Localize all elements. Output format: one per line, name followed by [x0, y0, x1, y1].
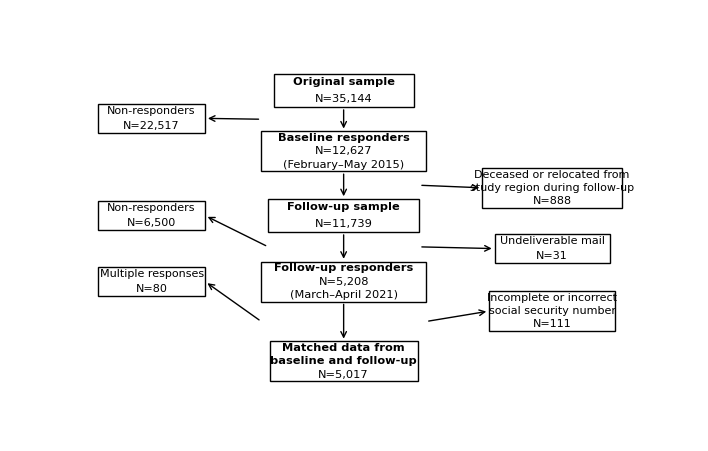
- Text: N=11,739: N=11,739: [315, 219, 372, 229]
- Text: (March–April 2021): (March–April 2021): [290, 290, 398, 300]
- Text: Original sample: Original sample: [292, 77, 394, 87]
- Text: Non-responders: Non-responders: [108, 203, 196, 213]
- Text: Non-responders: Non-responders: [108, 106, 196, 116]
- Text: Multiple responses: Multiple responses: [100, 269, 204, 279]
- FancyBboxPatch shape: [489, 291, 615, 331]
- Text: Incomplete or incorrect: Incomplete or incorrect: [487, 293, 617, 303]
- Text: (February–May 2015): (February–May 2015): [283, 160, 404, 170]
- Text: Undeliverable mail: Undeliverable mail: [500, 236, 605, 246]
- Text: N=5,208: N=5,208: [319, 276, 369, 286]
- Text: Follow-up sample: Follow-up sample: [287, 202, 400, 212]
- Text: N=111: N=111: [533, 319, 571, 329]
- Text: study region during follow-up: study region during follow-up: [470, 183, 634, 193]
- Text: N=12,627: N=12,627: [315, 147, 372, 156]
- Text: N=31: N=31: [536, 251, 568, 261]
- Text: social security number: social security number: [489, 306, 616, 316]
- Text: N=5,017: N=5,017: [319, 370, 369, 380]
- FancyBboxPatch shape: [482, 168, 622, 208]
- FancyBboxPatch shape: [98, 201, 205, 230]
- Text: Matched data from: Matched data from: [282, 343, 405, 353]
- Text: N=22,517: N=22,517: [123, 121, 180, 131]
- FancyBboxPatch shape: [98, 104, 205, 133]
- Text: Follow-up responders: Follow-up responders: [274, 263, 413, 273]
- FancyBboxPatch shape: [261, 131, 426, 171]
- FancyBboxPatch shape: [98, 267, 205, 296]
- Text: N=35,144: N=35,144: [315, 94, 372, 104]
- Text: N=6,500: N=6,500: [127, 218, 176, 228]
- Text: Deceased or relocated from: Deceased or relocated from: [474, 170, 630, 179]
- FancyBboxPatch shape: [494, 234, 610, 263]
- FancyBboxPatch shape: [261, 262, 426, 302]
- Text: Baseline responders: Baseline responders: [278, 133, 409, 143]
- Text: N=888: N=888: [532, 196, 572, 206]
- FancyBboxPatch shape: [274, 74, 413, 107]
- FancyBboxPatch shape: [268, 199, 419, 232]
- Text: baseline and follow-up: baseline and follow-up: [270, 356, 417, 367]
- Text: N=80: N=80: [136, 284, 168, 294]
- FancyBboxPatch shape: [270, 341, 418, 382]
